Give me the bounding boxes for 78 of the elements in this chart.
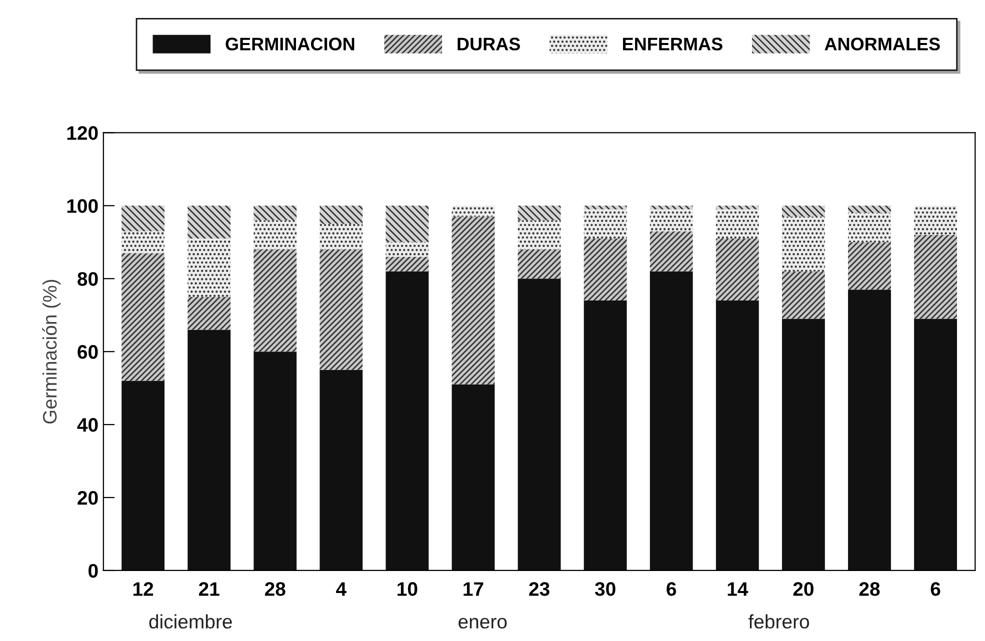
bar xyxy=(650,209,693,232)
bar xyxy=(848,242,891,290)
bar xyxy=(320,224,363,250)
bar xyxy=(254,352,297,570)
bar xyxy=(188,296,231,330)
legend-label: ENFERMAS xyxy=(623,38,722,50)
bar xyxy=(716,209,759,238)
x-tick-label: 28 xyxy=(859,582,880,596)
bar xyxy=(452,206,495,217)
bar xyxy=(452,216,495,384)
x-tick-label: 4 xyxy=(336,582,346,596)
bar xyxy=(650,271,693,570)
bar xyxy=(650,206,693,210)
x-tick-label: 21 xyxy=(198,582,220,596)
bar xyxy=(452,384,495,570)
x-tick-label: 23 xyxy=(529,582,550,596)
y-tick-label: 20 xyxy=(78,490,98,505)
bar xyxy=(716,206,759,210)
y-tick-label: 100 xyxy=(67,199,98,213)
bar xyxy=(848,290,891,570)
bar xyxy=(188,330,231,570)
y-tick-label: 80 xyxy=(78,272,98,286)
y-tick-label: 40 xyxy=(77,418,98,432)
bar xyxy=(122,206,165,232)
bar xyxy=(782,318,825,570)
bar xyxy=(518,220,561,250)
x-tick-label: 28 xyxy=(264,582,286,596)
x-tick-label: 30 xyxy=(594,582,616,596)
bar xyxy=(518,278,561,570)
bar xyxy=(320,370,363,570)
bar xyxy=(914,234,957,319)
x-tick-label: 17 xyxy=(464,582,484,596)
bar xyxy=(188,206,231,238)
text: enero xyxy=(458,618,507,629)
y-tick-label: 120 xyxy=(67,126,98,140)
bar xyxy=(386,271,429,570)
legend-label: ANORMALES xyxy=(824,38,940,50)
bar xyxy=(650,231,693,272)
x-tick-label: 20 xyxy=(793,582,814,596)
bar xyxy=(518,249,561,279)
bar xyxy=(254,249,297,352)
bar xyxy=(386,242,429,257)
x-tick-label: 6 xyxy=(666,582,676,596)
bar xyxy=(584,206,627,210)
bar xyxy=(320,249,363,370)
bar xyxy=(914,318,957,570)
bar xyxy=(254,206,297,220)
text: febrero xyxy=(748,614,810,629)
bar xyxy=(386,206,429,242)
x-tick-label: 12 xyxy=(133,582,154,596)
y-axis-title: Germinación (%) xyxy=(42,280,61,424)
x-tick-label: 6 xyxy=(930,582,940,596)
text: diciembre xyxy=(149,614,232,629)
bar xyxy=(584,300,627,570)
bar xyxy=(848,206,891,213)
bar xyxy=(320,206,363,224)
legend-label: DURAS xyxy=(458,38,520,50)
bar xyxy=(386,256,429,272)
x-tick-label: 14 xyxy=(728,582,748,596)
legend-label: GERMINACION xyxy=(226,38,354,50)
bar xyxy=(254,220,297,250)
bar xyxy=(782,216,825,272)
bar xyxy=(188,238,231,297)
bar xyxy=(518,206,561,220)
bar xyxy=(848,212,891,242)
bar xyxy=(782,206,825,217)
bar xyxy=(716,300,759,570)
bar xyxy=(584,209,627,238)
bar xyxy=(914,206,957,235)
bar xyxy=(782,271,825,319)
bar xyxy=(122,253,165,381)
y-tick-label: 0 xyxy=(88,564,98,578)
bar xyxy=(716,238,759,301)
bar xyxy=(122,380,165,570)
x-tick-label: 10 xyxy=(398,582,418,596)
y-tick-label: 60 xyxy=(78,345,98,359)
bar xyxy=(584,238,627,301)
bar xyxy=(122,231,165,254)
